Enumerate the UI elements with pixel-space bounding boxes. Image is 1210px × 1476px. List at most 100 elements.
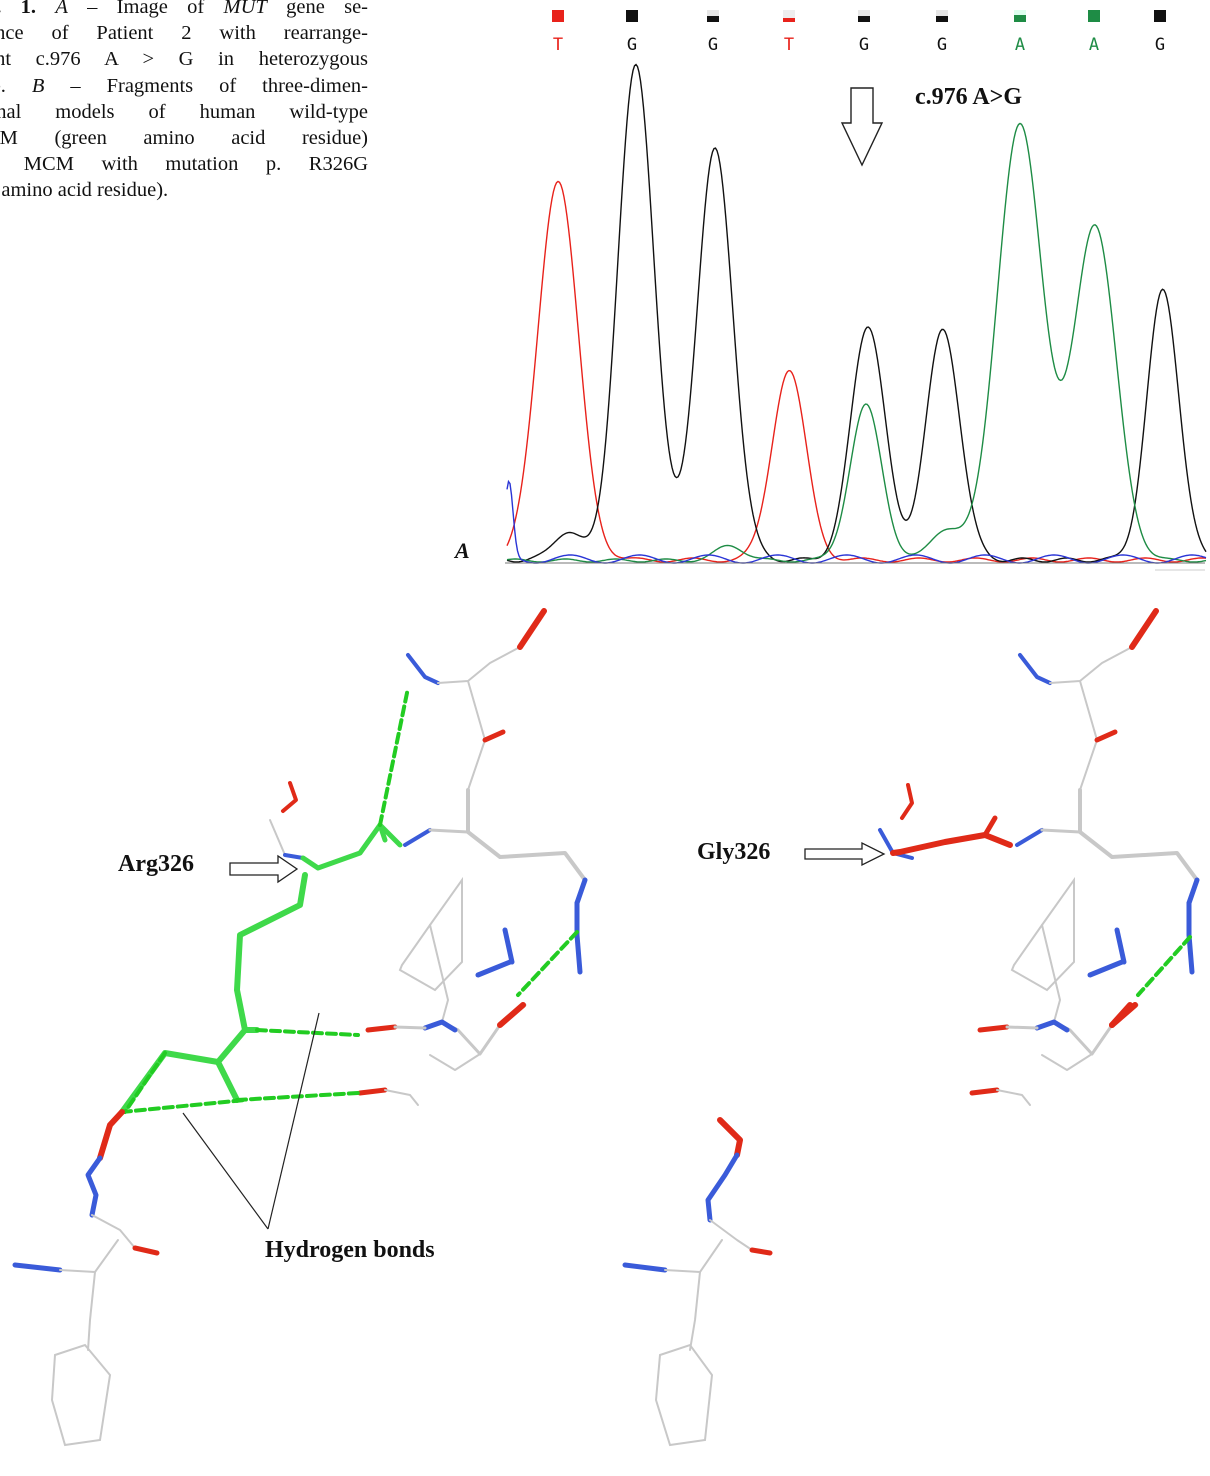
trace-a xyxy=(506,122,1207,563)
oxygen-stick xyxy=(132,1245,160,1256)
nitrogen-stick xyxy=(403,828,432,847)
mutation-label: c.976 A>G xyxy=(915,84,1022,110)
caption-text: CM (green amino acid residue) xyxy=(0,127,368,150)
panel-letter-a: A xyxy=(455,538,470,563)
aromatic-ring xyxy=(398,876,463,992)
nitrogen-stick xyxy=(502,927,515,965)
caption-line: d MCM with mutation p. R326G xyxy=(0,151,368,177)
base-quality-box xyxy=(858,10,870,16)
backbone-stick xyxy=(269,819,286,856)
hydrogen-bond xyxy=(516,930,579,997)
oxygen-stick xyxy=(281,781,298,813)
oxygen-stick xyxy=(969,1087,1000,1096)
hydrogen-bond xyxy=(120,1098,247,1114)
oxygen-stick xyxy=(497,1002,526,1028)
nitrogen-stick xyxy=(622,1262,668,1273)
hydrogen-bond xyxy=(255,1028,360,1037)
nitrogen-stick xyxy=(1015,828,1044,847)
nitrogen-stick xyxy=(1034,1019,1070,1033)
nitrogen-stick xyxy=(422,1019,458,1033)
gly326-backbone xyxy=(890,832,1013,856)
base-call-letter: G xyxy=(627,35,637,55)
chromatogram: T G G T G G A A G c.976 A>G xyxy=(505,10,1207,571)
oxygen-stick xyxy=(365,1024,398,1033)
caption-text: ence of Patient 2 with rearrange- xyxy=(0,22,368,45)
caption-line: te. B – Fragments of three-dimen- xyxy=(0,73,368,99)
arg326-label: Arg326 xyxy=(118,851,194,877)
base-quality-box xyxy=(783,18,795,22)
backbone-stick xyxy=(996,1089,1031,1106)
figure-caption: g. 1. A – Image of MUT gene se-ence of P… xyxy=(0,0,368,204)
oxygen-stick xyxy=(482,729,506,743)
aromatic-ring xyxy=(1010,876,1075,992)
backbone-stick xyxy=(384,1089,419,1106)
hydrogen-bonds-label: Hydrogen bonds xyxy=(265,1237,435,1263)
caption-line: d amino acid residue). xyxy=(0,177,368,203)
nitrogen-stick xyxy=(1018,653,1052,685)
backbone-stick xyxy=(689,1271,701,1351)
backbone-stick xyxy=(87,1271,96,1351)
mutation-arrow-icon xyxy=(840,87,884,167)
caption-text: g. 1. xyxy=(0,0,37,18)
hbond-pointer-line xyxy=(267,1012,320,1230)
arg326-side-chain xyxy=(119,872,308,1115)
wild-type-model xyxy=(12,608,588,1447)
nitrogen-stick xyxy=(1087,959,1125,978)
base-quality-box xyxy=(1088,10,1100,22)
oxygen-stick xyxy=(900,783,914,820)
nitrogen-stick xyxy=(705,1152,740,1223)
hbond-pointer-line xyxy=(182,1112,269,1230)
arg326-arrow-icon xyxy=(229,854,299,884)
backbone-stick xyxy=(437,646,521,684)
caption-line: ence of Patient 2 with rearrange- xyxy=(0,20,368,46)
hydrogen-bond xyxy=(378,686,410,827)
base-quality-box xyxy=(1014,10,1026,15)
oxygen-stick xyxy=(1094,729,1118,743)
oxygen-stick xyxy=(1129,608,1159,650)
backbone-stick xyxy=(393,1025,427,1030)
backbone-stick xyxy=(1005,1025,1039,1030)
base-call-letter: G xyxy=(937,35,947,55)
caption-line: CM (green amino acid residue) xyxy=(0,125,368,151)
base-quality-box xyxy=(552,10,564,22)
hydrogen-bond xyxy=(1136,935,1192,997)
caption-line: onal models of human wild-type xyxy=(0,99,368,125)
gly326-stick xyxy=(982,815,998,838)
backbone-stick xyxy=(1040,828,1082,834)
backbone-stick xyxy=(1041,1053,1093,1071)
backbone-stick xyxy=(1078,788,1199,882)
base-call-letter: G xyxy=(708,35,718,55)
caption-text: ent c.976 A > G in heterozygous xyxy=(0,48,368,71)
backbone-stick xyxy=(1049,646,1133,684)
base-call-letter: A xyxy=(1015,35,1025,55)
caption-text: MUT xyxy=(223,0,267,18)
oxygen-stick xyxy=(717,1117,743,1158)
nitrogen-stick xyxy=(475,959,513,978)
oxygen-stick xyxy=(1109,1002,1133,1028)
aromatic-ring xyxy=(50,1343,112,1447)
gly326-label: Gly326 xyxy=(697,839,770,865)
nitrogen-stick xyxy=(1114,927,1127,965)
caption-text: B xyxy=(31,74,45,97)
oxygen-stick xyxy=(517,608,547,650)
arg326-stick xyxy=(377,822,388,843)
base-call-letter: T xyxy=(553,35,563,55)
arg326-stick xyxy=(215,1059,240,1103)
nitrogen-stick xyxy=(574,900,583,975)
base-quality-box xyxy=(707,10,719,16)
oxygen-stick xyxy=(749,1247,773,1256)
base-quality-box xyxy=(936,10,948,16)
backbone-stick xyxy=(1041,924,1061,1023)
gly326-arrow-icon xyxy=(804,841,886,867)
caption-text: – Fragments of three-dimen- xyxy=(44,74,369,97)
trace-g xyxy=(506,63,1207,563)
base-quality-box xyxy=(626,10,638,22)
nitrogen-stick xyxy=(12,1262,63,1273)
hydrogen-bond xyxy=(123,1051,167,1114)
caption-text: d amino acid residue). xyxy=(0,179,169,202)
nitrogen-stick xyxy=(1186,900,1195,975)
backbone-stick xyxy=(709,1219,771,1254)
oxygen-stick xyxy=(357,1087,388,1096)
